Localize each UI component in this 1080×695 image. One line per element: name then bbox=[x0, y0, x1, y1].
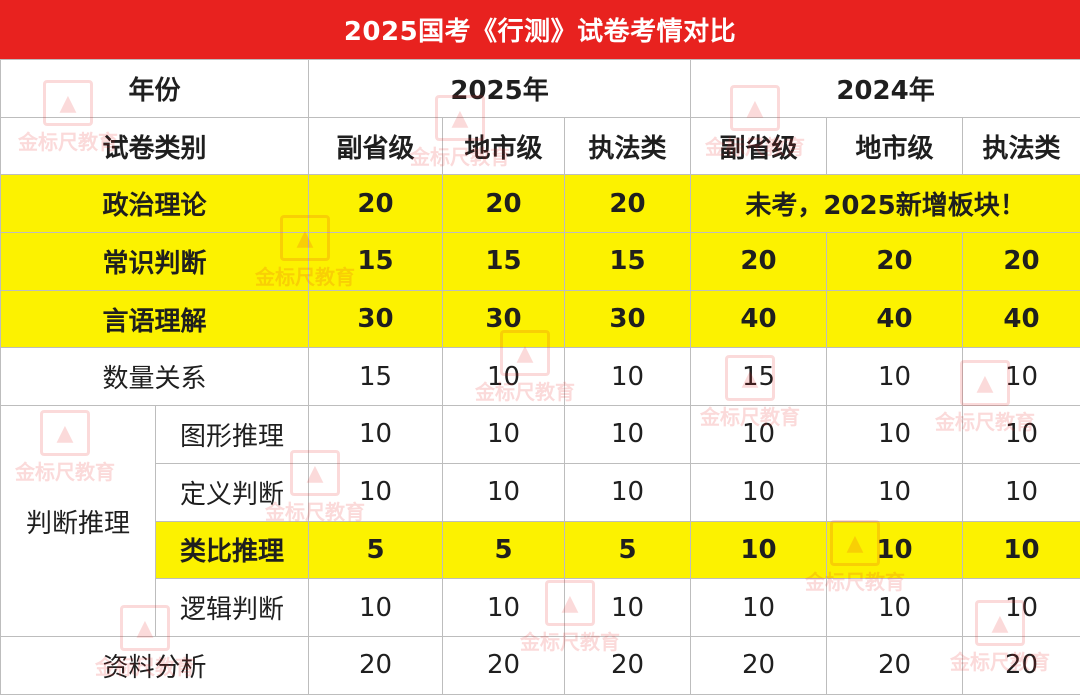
table-row: 类比推理 5 5 5 10 10 10 bbox=[1, 521, 1080, 579]
table-cell: 40 bbox=[827, 290, 963, 348]
table-cell: 5 bbox=[443, 521, 565, 579]
table-row: 言语理解 30 30 30 40 40 40 bbox=[1, 290, 1080, 348]
table-cell: 40 bbox=[691, 290, 827, 348]
year-2024-header: 2024年 bbox=[691, 60, 1080, 118]
row-label-definition: 定义判断 bbox=[156, 463, 309, 521]
table-row: 判断推理 图形推理 10 10 10 10 10 10 bbox=[1, 406, 1080, 464]
table-cell: 10 bbox=[827, 463, 963, 521]
table-cell: 20 bbox=[443, 175, 565, 233]
row-label-common: 常识判断 bbox=[1, 233, 309, 291]
reasoning-group-label: 判断推理 bbox=[1, 406, 156, 637]
table-cell: 10 bbox=[443, 348, 565, 406]
table-cell: 10 bbox=[309, 579, 443, 637]
table-cell: 15 bbox=[691, 348, 827, 406]
table-cell: 20 bbox=[565, 175, 691, 233]
table-cell: 20 bbox=[309, 636, 443, 694]
table-cell: 30 bbox=[443, 290, 565, 348]
table-cell: 10 bbox=[827, 521, 963, 579]
row-label-data: 资料分析 bbox=[1, 636, 309, 694]
exam-comparison-table: 年份 2025年 2024年 试卷类别 副省级 地市级 执法类 副省级 地市级 … bbox=[0, 59, 1080, 695]
table-cell: 10 bbox=[691, 463, 827, 521]
table-cell: 10 bbox=[309, 406, 443, 464]
table-cell: 20 bbox=[565, 636, 691, 694]
level-2024-provincial: 副省级 bbox=[691, 117, 827, 175]
table-row: 政治理论 20 20 20 未考，2025新增板块！ bbox=[1, 175, 1080, 233]
table-cell: 10 bbox=[963, 406, 1080, 464]
year-label: 年份 bbox=[1, 60, 309, 118]
table-cell: 10 bbox=[565, 463, 691, 521]
table-cell: 10 bbox=[827, 406, 963, 464]
table-cell: 10 bbox=[443, 463, 565, 521]
table-cell: 10 bbox=[443, 406, 565, 464]
table-cell: 15 bbox=[309, 348, 443, 406]
table-cell: 10 bbox=[691, 579, 827, 637]
table-cell: 10 bbox=[565, 579, 691, 637]
table-cell: 15 bbox=[443, 233, 565, 291]
table-cell: 20 bbox=[827, 636, 963, 694]
table-cell: 10 bbox=[565, 348, 691, 406]
table-cell: 15 bbox=[565, 233, 691, 291]
table-cell: 20 bbox=[827, 233, 963, 291]
table-row: 逻辑判断 10 10 10 10 10 10 bbox=[1, 579, 1080, 637]
table-cell: 10 bbox=[963, 463, 1080, 521]
row-label-quant: 数量关系 bbox=[1, 348, 309, 406]
year-2025-header: 2025年 bbox=[309, 60, 691, 118]
table-cell: 20 bbox=[963, 233, 1080, 291]
table-cell: 10 bbox=[963, 521, 1080, 579]
row-label-politics: 政治理论 bbox=[1, 175, 309, 233]
table-cell: 10 bbox=[443, 579, 565, 637]
row-label-analogy: 类比推理 bbox=[156, 521, 309, 579]
table-cell: 10 bbox=[691, 521, 827, 579]
table-cell: 10 bbox=[827, 348, 963, 406]
row-label-figure: 图形推理 bbox=[156, 406, 309, 464]
level-header-row: 试卷类别 副省级 地市级 执法类 副省级 地市级 执法类 bbox=[1, 117, 1080, 175]
table-cell: 5 bbox=[565, 521, 691, 579]
level-2025-enforcement: 执法类 bbox=[565, 117, 691, 175]
table-cell: 10 bbox=[827, 579, 963, 637]
table-cell: 10 bbox=[963, 348, 1080, 406]
table-cell: 10 bbox=[309, 463, 443, 521]
table-cell: 20 bbox=[691, 636, 827, 694]
table-cell: 10 bbox=[691, 406, 827, 464]
level-2024-city: 地市级 bbox=[827, 117, 963, 175]
table-cell: 30 bbox=[309, 290, 443, 348]
table-cell: 5 bbox=[309, 521, 443, 579]
table-cell: 20 bbox=[691, 233, 827, 291]
table-cell: 10 bbox=[565, 406, 691, 464]
table-cell: 30 bbox=[565, 290, 691, 348]
table-row: 资料分析 20 20 20 20 20 20 bbox=[1, 636, 1080, 694]
level-2024-enforcement: 执法类 bbox=[963, 117, 1080, 175]
row-label-logic: 逻辑判断 bbox=[156, 579, 309, 637]
row-label-verbal: 言语理解 bbox=[1, 290, 309, 348]
table-cell: 20 bbox=[963, 636, 1080, 694]
page-title: 2025国考《行测》试卷考情对比 bbox=[0, 0, 1080, 59]
table-cell: 20 bbox=[443, 636, 565, 694]
year-header-row: 年份 2025年 2024年 bbox=[1, 60, 1080, 118]
level-2025-city: 地市级 bbox=[443, 117, 565, 175]
table-row: 数量关系 15 10 10 15 10 10 bbox=[1, 348, 1080, 406]
table-cell: 40 bbox=[963, 290, 1080, 348]
level-2025-provincial: 副省级 bbox=[309, 117, 443, 175]
table-cell: 10 bbox=[963, 579, 1080, 637]
table-row: 定义判断 10 10 10 10 10 10 bbox=[1, 463, 1080, 521]
politics-2024-note: 未考，2025新增板块！ bbox=[691, 175, 1080, 233]
table-cell: 20 bbox=[309, 175, 443, 233]
table-row: 常识判断 15 15 15 20 20 20 bbox=[1, 233, 1080, 291]
category-label: 试卷类别 bbox=[1, 117, 309, 175]
table-cell: 15 bbox=[309, 233, 443, 291]
